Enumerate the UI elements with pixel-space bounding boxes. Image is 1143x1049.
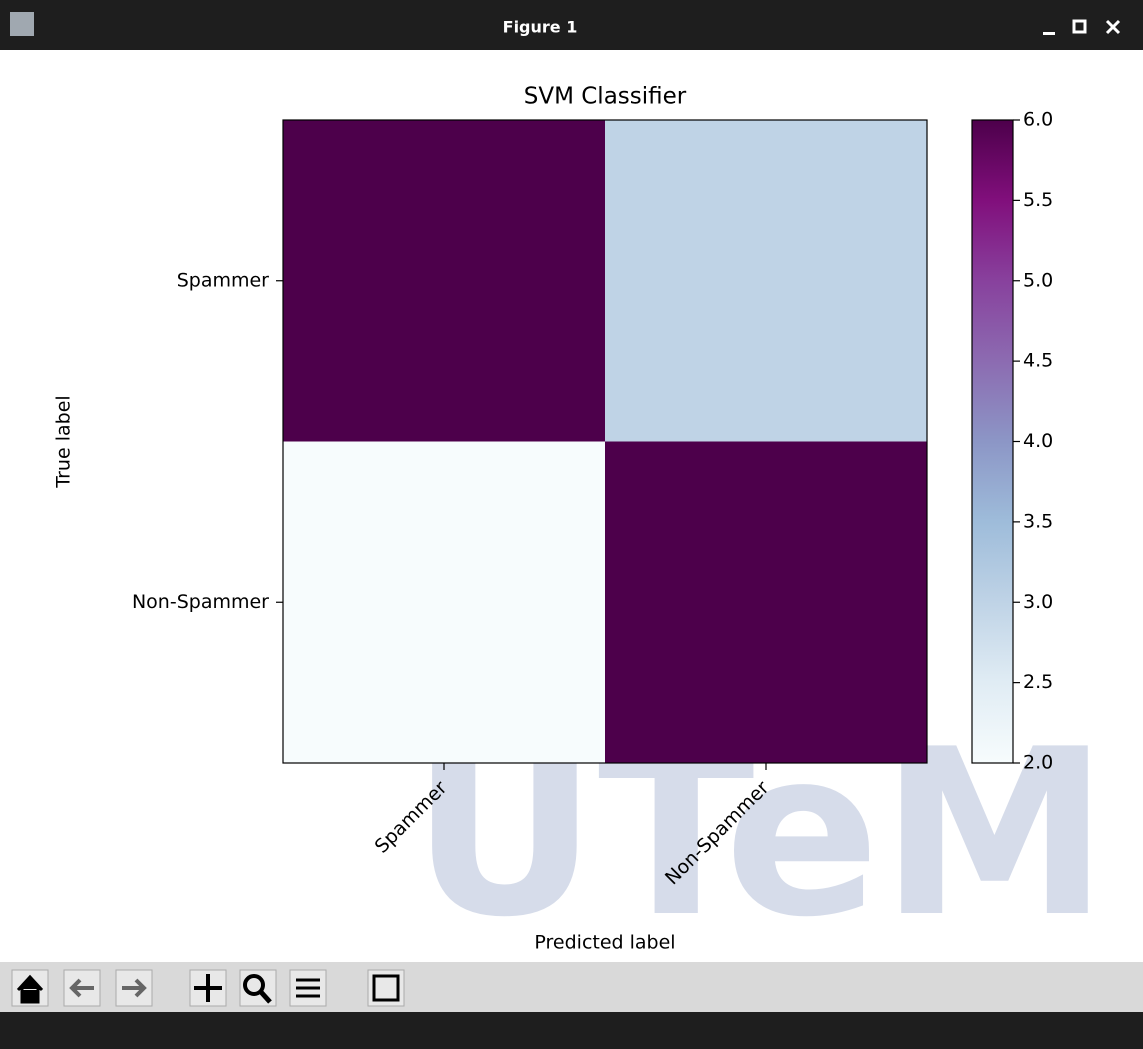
minimize-button[interactable] bbox=[1043, 32, 1055, 35]
save-icon bbox=[372, 974, 400, 1002]
x-axis-label: Predicted label bbox=[534, 932, 675, 954]
back-icon bbox=[69, 978, 94, 998]
y-tick-label: Non-Spammer bbox=[132, 591, 269, 613]
colorbar-tick-label: 4.5 bbox=[1023, 350, 1053, 372]
colorbar-tick-label: 3.5 bbox=[1023, 510, 1053, 532]
pan-icon bbox=[194, 974, 222, 1002]
colorbar-tick-label: 6.0 bbox=[1023, 109, 1053, 131]
toolbar bbox=[0, 962, 1143, 1012]
bottom-bar bbox=[0, 1012, 1143, 1049]
forward-icon bbox=[122, 978, 147, 998]
colorbar-tick-label: 2.5 bbox=[1023, 671, 1053, 693]
plot-frame bbox=[282, 119, 928, 764]
zoom-icon-handle bbox=[259, 990, 272, 1004]
heatmap-cell bbox=[605, 441, 928, 764]
chart-title: SVM Classifier bbox=[524, 84, 687, 110]
zoom-icon bbox=[243, 974, 265, 996]
heatmap-cell bbox=[605, 120, 928, 442]
home-icon bbox=[16, 974, 44, 1004]
toolbar-buttons bbox=[11, 969, 405, 1007]
colorbar-tick-label: 4.0 bbox=[1023, 430, 1053, 452]
colorbar-tick-label: 5.5 bbox=[1023, 189, 1053, 211]
close-button[interactable] bbox=[1105, 19, 1121, 35]
heatmap-cell bbox=[283, 120, 606, 442]
y-tick-label: Spammer bbox=[177, 269, 269, 291]
colorbar bbox=[971, 119, 1014, 764]
colorbar-tick-label: 5.0 bbox=[1023, 269, 1053, 291]
heatmap-cell bbox=[283, 441, 606, 764]
maximize-button[interactable] bbox=[1072, 19, 1087, 34]
app-icon bbox=[10, 12, 34, 36]
y-axis-label: True label bbox=[53, 395, 75, 488]
title-bar bbox=[0, 0, 1143, 50]
configure-icon bbox=[296, 978, 320, 998]
colorbar-tick-label: 2.0 bbox=[1023, 752, 1053, 774]
window-title: Figure 1 bbox=[503, 18, 578, 37]
colorbar-tick-label: 3.0 bbox=[1023, 591, 1053, 613]
